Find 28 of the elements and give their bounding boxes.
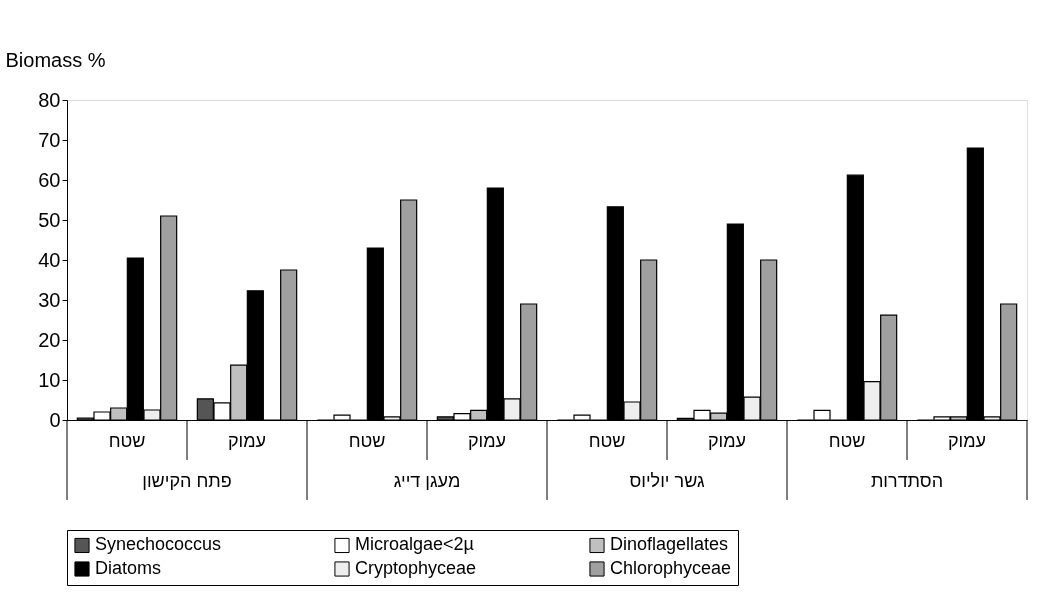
x-tick-label: שטח [588, 430, 626, 451]
text: פתח הקישון [142, 471, 232, 491]
y-tick-label: 40 [38, 248, 61, 271]
y-tick-label: 30 [38, 288, 61, 311]
text: הסתדרות [870, 471, 944, 491]
x-tick-label: שטח [108, 430, 146, 451]
y-tick-label: 20 [38, 328, 61, 351]
legend-label: Diatoms [95, 558, 162, 578]
y-tick-label: 60 [38, 168, 61, 191]
y-tick-label: 80 [38, 88, 61, 111]
legend-label: Cryptophyceae [355, 558, 477, 578]
text: גשר יוליוס [629, 471, 705, 491]
x-tick-label: עמוק [467, 430, 507, 451]
x-tick-label: עמוק [707, 430, 747, 451]
legend-label: Microalgae<2µ [355, 534, 474, 555]
x-tick-label: שטח [828, 430, 866, 451]
legend-label: Synechococcus [95, 534, 222, 555]
x-tick-label: עמוק [947, 430, 987, 451]
y-tick-label: 10 [38, 368, 61, 391]
text: מעגן דייג [393, 471, 461, 491]
y-tick-label: 50 [38, 208, 61, 231]
y-tick-label: 70 [38, 128, 61, 151]
x-tick-label: שטח [348, 430, 386, 451]
y-tick-label: 0 [49, 408, 61, 431]
legend-label: Chlorophyceae [610, 558, 732, 578]
x-tick-label: עמוק [227, 430, 267, 451]
y-axis-title: Biomass % [5, 48, 106, 71]
legend-label: Dinoflagellates [610, 534, 729, 555]
